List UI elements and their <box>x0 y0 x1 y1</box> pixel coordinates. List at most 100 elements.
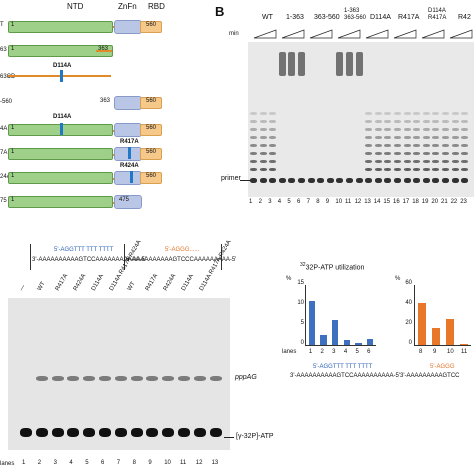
end-residue: 560 <box>146 173 157 179</box>
primer-band <box>451 178 459 183</box>
lane-label: D114A <box>90 273 105 292</box>
plot-area <box>305 285 376 346</box>
lane-number: 13 <box>211 460 219 466</box>
lane-number: 6 <box>297 199 301 205</box>
bar <box>355 343 362 345</box>
ladder-band <box>250 112 257 115</box>
lane-number: 23 <box>460 199 467 205</box>
lane-label: R417A <box>144 273 160 292</box>
ladder-band <box>394 160 401 163</box>
ladder-band <box>269 152 277 155</box>
gel-c <box>8 298 230 450</box>
lane-numbers-c: 1 2 3 4 5 6 7 8 9 10 11 12 13 <box>20 460 230 470</box>
ladder-band <box>442 120 449 123</box>
primer-band <box>355 178 363 183</box>
start-residue: 1 <box>11 149 15 155</box>
ladder-band <box>461 136 469 139</box>
header-d114a: D114A <box>370 14 391 21</box>
ladder-band <box>432 168 440 171</box>
lane-number: 19 <box>421 199 429 205</box>
ladder-band <box>394 128 401 131</box>
start-residue: 1 <box>11 197 15 203</box>
construct-line <box>8 75 111 77</box>
ladder-band <box>259 120 267 123</box>
ladder-band <box>394 136 401 139</box>
ladder-band <box>451 168 459 171</box>
ladder-band <box>442 128 449 131</box>
row-label: 63 <box>0 47 7 53</box>
y-tick-label: 0 <box>300 340 304 346</box>
start-residue: 1 <box>11 125 15 131</box>
bar <box>432 328 440 345</box>
primer-band <box>394 178 401 183</box>
primer-band <box>461 178 469 183</box>
primer-band <box>442 178 449 183</box>
lane-number: 8 <box>316 199 320 205</box>
chart-title: 3232P-ATP utilization <box>300 262 365 272</box>
lane-label: — <box>18 283 27 292</box>
ppp-band <box>51 376 64 381</box>
ladder-band <box>259 152 267 155</box>
ladder-band <box>451 120 459 123</box>
ladder-band <box>451 128 459 131</box>
row-label: 75 <box>0 198 7 204</box>
ladder-band <box>442 168 449 171</box>
header-r42: R42 <box>458 14 471 21</box>
lane-label: WT <box>36 280 47 292</box>
ppp-label: pppAG <box>235 374 257 381</box>
lanes-label: lanes <box>282 349 297 355</box>
ladder-band <box>250 152 257 155</box>
rbd-domain <box>140 172 162 184</box>
lane-number: 10 <box>335 199 343 205</box>
ladder-band <box>413 168 421 171</box>
start-residue: 363 <box>100 98 111 104</box>
ntd-header: NTD <box>67 2 84 11</box>
primer-band <box>250 178 257 183</box>
lane-label: D114A <box>180 273 195 292</box>
category-label: 8 <box>419 349 423 355</box>
ladder-band <box>365 136 373 139</box>
ladder-band <box>269 112 277 115</box>
ladder-band <box>269 128 277 131</box>
lane-number: 8 <box>132 460 136 466</box>
znfn-header: ZnFn <box>118 2 137 11</box>
header-r417a: R417A <box>398 14 420 21</box>
ladder-band <box>403 152 411 155</box>
ladder-band <box>432 136 440 139</box>
ladder-band <box>413 152 421 155</box>
lane-number: 7 <box>306 199 310 205</box>
end-residue: 560 <box>146 149 157 155</box>
row-label: -560 <box>0 99 13 105</box>
ladder-band <box>259 144 267 147</box>
lane-number: 15 <box>383 199 391 205</box>
lanes-prefix-c: lanes <box>0 461 15 467</box>
plot-area <box>414 285 471 346</box>
header-363-560: 363-560 <box>314 14 340 21</box>
lane-number: 3 <box>268 199 272 205</box>
rbd-domain <box>140 124 162 136</box>
atp-band <box>209 428 222 437</box>
ladder-band <box>259 128 267 131</box>
row-label: T <box>0 22 4 28</box>
ladder-band <box>384 160 392 163</box>
ladder-band <box>259 112 267 115</box>
lane-number: 12 <box>195 460 203 466</box>
ladder-band <box>269 168 277 171</box>
ladder-band <box>422 144 430 147</box>
ladder-band <box>365 160 373 163</box>
y-tick-label: 20 <box>405 320 412 326</box>
primer-band <box>298 178 305 183</box>
mutation-label: D114A <box>53 114 72 120</box>
ppp-band <box>162 376 175 381</box>
gel-b <box>248 42 474 197</box>
ladder-band <box>422 160 430 163</box>
ladder-band <box>394 112 401 115</box>
y-ticks: 0 5 10 15 <box>296 280 306 346</box>
ladder-band <box>422 120 430 123</box>
ladder-band <box>374 136 382 139</box>
ladder-band <box>413 136 421 139</box>
primer-band <box>336 178 344 183</box>
bar <box>331 319 339 345</box>
ladder-band <box>403 168 411 171</box>
product-smear <box>355 52 363 76</box>
